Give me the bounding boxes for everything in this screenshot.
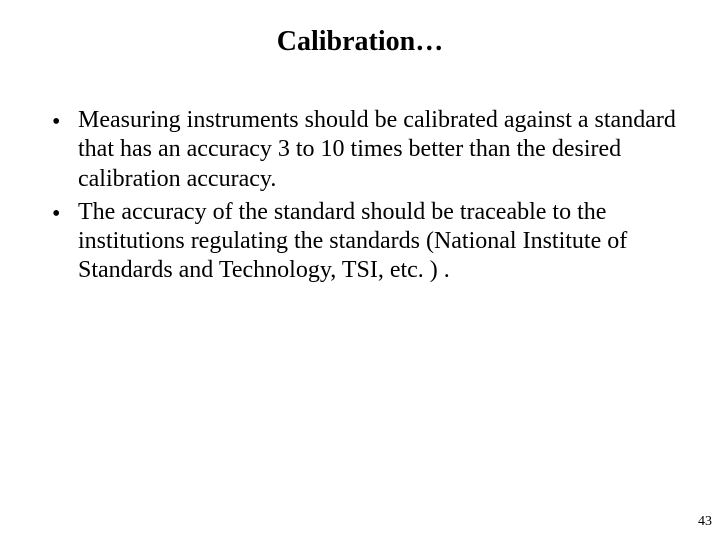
bullet-marker-icon: • (50, 106, 78, 137)
list-item: • The accuracy of the standard should be… (50, 198, 680, 286)
bullet-list: • Measuring instruments should be calibr… (50, 106, 680, 286)
bullet-text: The accuracy of the standard should be t… (78, 198, 680, 286)
list-item: • Measuring instruments should be calibr… (50, 106, 680, 194)
bullet-marker-icon: • (50, 198, 78, 229)
slide-title: Calibration… (40, 26, 680, 58)
page-number: 43 (698, 514, 712, 530)
slide-content: • Measuring instruments should be calibr… (40, 106, 680, 286)
bullet-text: Measuring instruments should be calibrat… (78, 106, 680, 194)
slide: Calibration… • Measuring instruments sho… (0, 0, 720, 540)
